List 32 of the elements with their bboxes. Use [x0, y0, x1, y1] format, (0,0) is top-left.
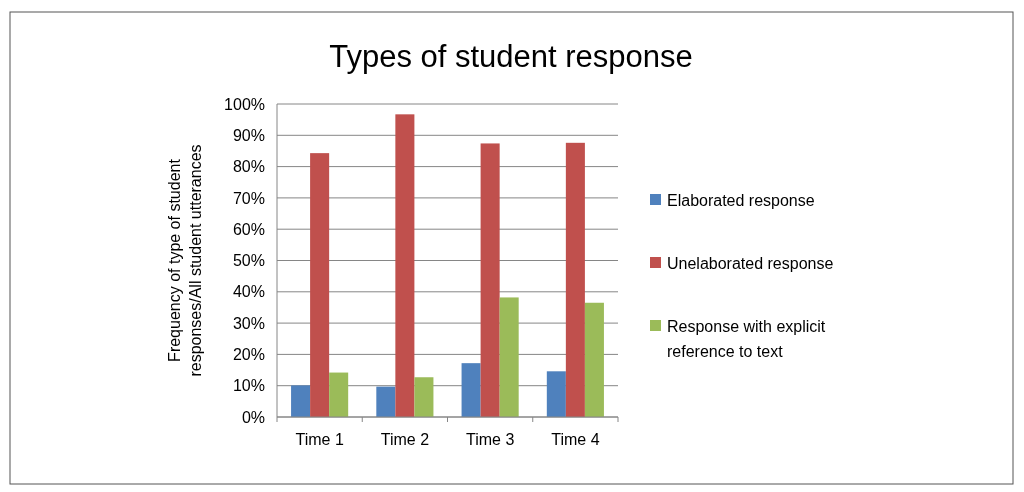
bar [329, 372, 349, 417]
bar [565, 142, 585, 417]
x-tick-label: Time 4 [551, 431, 600, 448]
y-tick-label: 20% [232, 346, 265, 363]
bar [480, 143, 500, 417]
y-tick-label: 10% [232, 377, 265, 395]
y-tick-label: 50% [232, 252, 265, 270]
bar [414, 377, 434, 417]
x-tick-label: Time 3 [465, 431, 515, 448]
bar [291, 385, 311, 417]
bar [310, 153, 330, 417]
y-tick-label: 60% [232, 220, 265, 238]
legend-label: Elaborated response [667, 191, 815, 209]
bar [499, 297, 519, 417]
bar [461, 363, 481, 417]
bar [376, 386, 396, 417]
y-axis-title: Frequency of type of student responses/All student utterances [166, 144, 204, 377]
bar [395, 114, 415, 417]
x-tick-label: Time 1 [295, 431, 344, 448]
bar [584, 302, 604, 417]
legend-label: Unelaborated response [667, 254, 834, 272]
y-tick-label: 100% [224, 95, 265, 113]
bar [546, 371, 566, 417]
y-tick-label: 70% [232, 189, 265, 207]
x-tick-label: Time 2 [380, 431, 430, 448]
chart-title: Types of student response [329, 39, 693, 74]
y-tick-label: 30% [232, 314, 265, 332]
y-tick-label: 90% [232, 126, 265, 144]
y-tick-label: 80% [232, 158, 265, 176]
legend-label: Response with explicit reference to text [667, 317, 826, 360]
y-tick-label: 0% [241, 408, 265, 426]
y-tick-label: 40% [232, 283, 265, 301]
